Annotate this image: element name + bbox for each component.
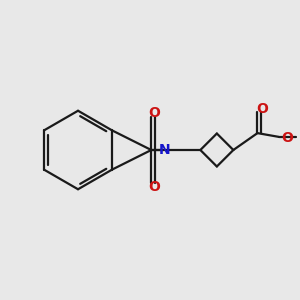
Text: O: O [148,106,160,120]
Text: O: O [256,102,268,116]
Text: O: O [148,180,160,194]
Text: N: N [159,143,170,157]
Text: O: O [281,130,293,145]
